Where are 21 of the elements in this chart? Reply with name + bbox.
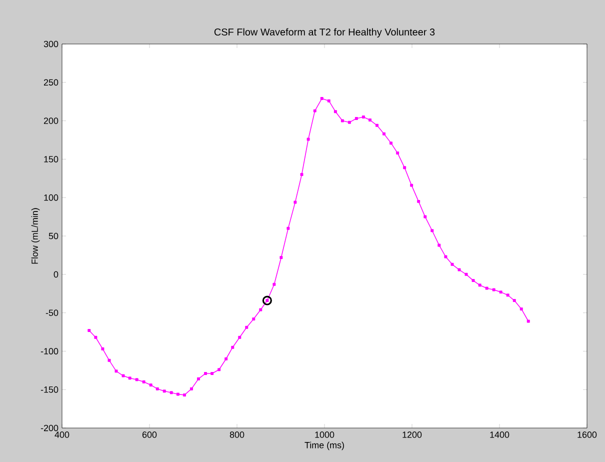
x-tick-label: 1200 — [402, 432, 422, 438]
y-tick-label: -100 — [40, 348, 58, 354]
y-tick-label: -200 — [40, 424, 58, 432]
y-tick-label: 200 — [44, 118, 58, 124]
y-tick-label: -50 — [46, 310, 58, 316]
x-tick-label: 400 — [54, 432, 70, 438]
x-tick-label: 1000 — [315, 432, 334, 438]
x-tick-label: 800 — [230, 432, 244, 438]
x-tick-label: 600 — [142, 432, 157, 438]
y-tick-label: -150 — [40, 386, 58, 393]
x-tick-label: 1600 — [578, 432, 597, 438]
x-axis-title: Time (ms) — [304, 442, 344, 450]
x-tick-label: 1400 — [490, 432, 510, 438]
chart-title: CSF Flow Waveform at T2 for Healthy Volunteer 3 — [214, 28, 435, 38]
y-tick-label: 150 — [44, 156, 58, 162]
y-tick-label: 50 — [48, 232, 58, 240]
y-axis-title: Flow (mL/min) — [31, 208, 40, 264]
y-tick-label: 100 — [44, 194, 58, 201]
y-tick-label: 300 — [44, 40, 58, 48]
y-tick-label: 0 — [54, 271, 58, 278]
y-tick-label: 250 — [44, 79, 58, 86]
